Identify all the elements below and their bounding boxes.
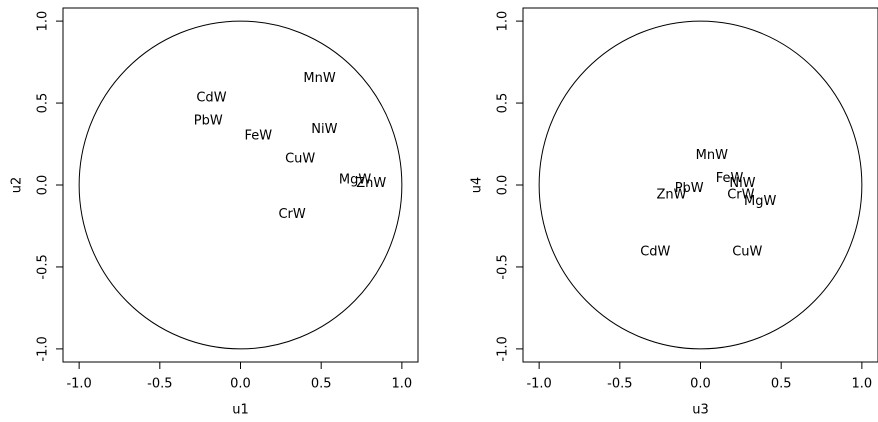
point-label: NiW — [729, 176, 755, 191]
point-label: MgW — [744, 194, 776, 209]
unit-circle — [78, 20, 403, 350]
y-tick-label: -0.5 — [496, 254, 511, 279]
point-label: FeW — [716, 171, 744, 186]
x-tick-label: 0.5 — [311, 377, 332, 392]
point-label: CdW — [640, 245, 670, 260]
point-label: PbW — [194, 114, 223, 129]
x-tick-label: 0.5 — [771, 377, 792, 392]
y-tick-label: 1.0 — [36, 11, 51, 32]
point-label: CdW — [196, 91, 226, 106]
point-label: MnW — [303, 71, 335, 86]
x-axis-label: u1 — [232, 403, 249, 418]
point-label: MnW — [696, 148, 728, 163]
y-tick-label: -1.0 — [36, 336, 51, 361]
x-tick-label: 1.0 — [852, 377, 873, 392]
x-axis-label: u3 — [692, 403, 709, 418]
x-tick-label: -1.0 — [66, 377, 91, 392]
y-axis-label: u2 — [10, 177, 25, 194]
y-tick-label: -0.5 — [36, 254, 51, 279]
y-tick-label: 1.0 — [496, 11, 511, 32]
x-tick-label: -1.0 — [526, 377, 551, 392]
y-axis-label: u4 — [470, 177, 485, 194]
point-label: CrW — [727, 187, 754, 202]
y-tick-label: 0.0 — [496, 175, 511, 196]
x-tick-label: 0.0 — [230, 377, 251, 392]
y-tick-label: -1.0 — [496, 336, 511, 361]
x-tick-label: -0.5 — [147, 377, 172, 392]
y-tick-label: 0.5 — [36, 93, 51, 114]
y-tick-label: 0.5 — [496, 93, 511, 114]
point-label: NiW — [311, 122, 337, 137]
point-label: ZnW — [356, 176, 386, 191]
point-label: FeW — [244, 128, 272, 143]
x-tick-label: 1.0 — [392, 377, 413, 392]
point-label: PbW — [675, 181, 704, 196]
unit-circle — [538, 20, 863, 350]
point-label: CrW — [278, 207, 305, 222]
point-label: CuW — [285, 151, 315, 166]
point-label: CuW — [732, 245, 762, 260]
y-tick-label: 0.0 — [36, 175, 51, 196]
x-tick-label: -0.5 — [607, 377, 632, 392]
point-label: MgW — [339, 173, 371, 188]
x-tick-label: 0.0 — [690, 377, 711, 392]
point-label: ZnW — [656, 187, 686, 202]
